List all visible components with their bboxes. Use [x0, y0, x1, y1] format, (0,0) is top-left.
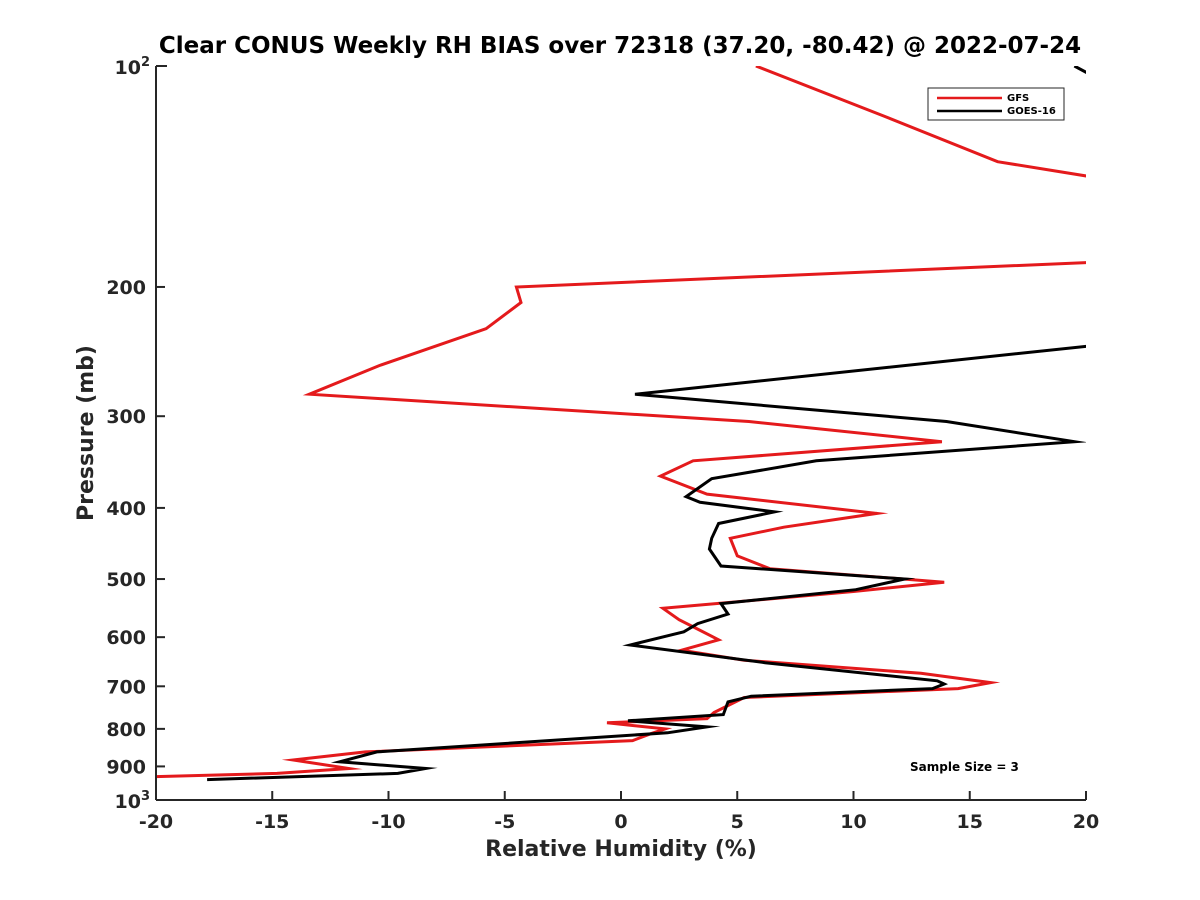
- y-decade-label: 102: [115, 55, 151, 79]
- x-tick-label: -10: [371, 811, 405, 833]
- x-tick-label: -5: [494, 811, 515, 833]
- y-axis-label: Pressure (mb): [74, 345, 99, 521]
- x-tick-label: 15: [957, 811, 983, 833]
- sample-size-annotation: Sample Size = 3: [910, 760, 1019, 774]
- y-tick-label: 300: [106, 406, 146, 428]
- y-ticks: 200 300 400 500 600 700 800 900 102 103: [106, 55, 167, 813]
- chart-title: Clear CONUS Weekly RH BIAS over 72318 (3…: [159, 33, 1081, 59]
- x-tick-label: -20: [139, 811, 173, 833]
- x-tick-label: -15: [255, 811, 289, 833]
- y-tick-label: 700: [106, 676, 146, 698]
- x-tick-label: 5: [731, 811, 744, 833]
- y-tick-label: 900: [106, 756, 146, 778]
- legend-box: [927, 87, 1065, 121]
- x-tick-label: 10: [840, 811, 866, 833]
- legend-label-goes16: GOES-16: [1007, 106, 1056, 117]
- series-layer: [156, 66, 1086, 782]
- y-tick-label: 600: [106, 627, 146, 649]
- y-tick-label: 800: [106, 719, 146, 741]
- y-decade-label: 103: [115, 789, 151, 813]
- x-axis-label: Relative Humidity (%): [485, 837, 757, 862]
- series-line-gfs-segment-0: [755, 66, 1086, 178]
- y-tick-label: 200: [106, 277, 146, 299]
- x-tick-label: 0: [614, 811, 627, 833]
- series-line-goes16-segment-1: [207, 344, 1086, 782]
- y-tick-label: 500: [106, 569, 146, 591]
- x-ticks: -20 -15 -10 -5 0 5 10 15 20: [139, 791, 1099, 833]
- x-tick-label: 20: [1073, 811, 1099, 833]
- legend-label-gfs: GFS: [1007, 93, 1029, 104]
- legend: GFS GOES-16: [927, 87, 1065, 121]
- series-line-gfs-segment-1: [156, 261, 1086, 779]
- series-line-goes16-segment-0: [1073, 66, 1086, 74]
- y-tick-label: 400: [106, 498, 146, 520]
